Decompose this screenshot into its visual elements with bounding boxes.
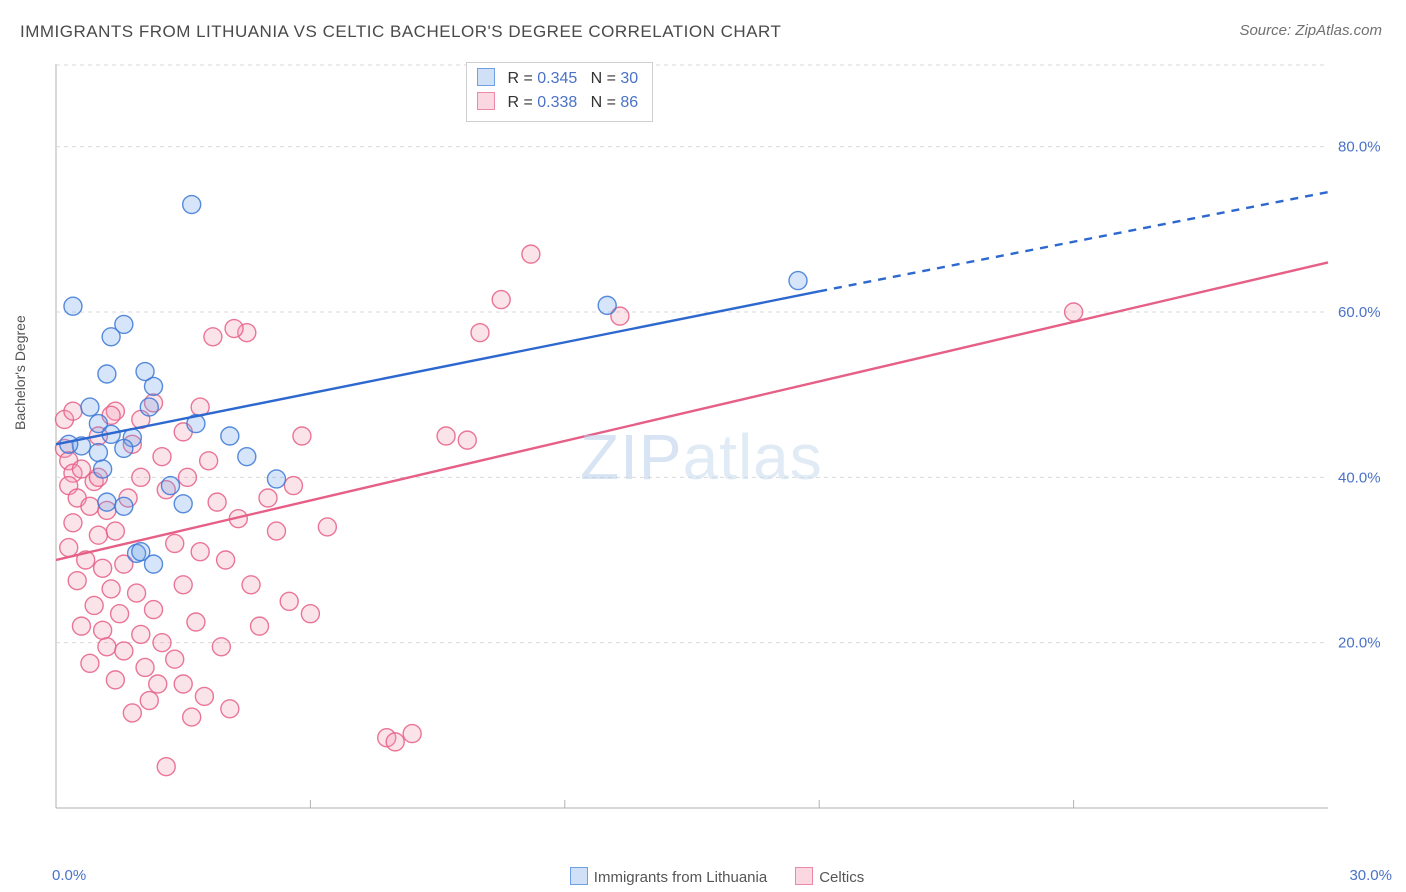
stats-row: R = 0.338 N = 86: [477, 91, 638, 115]
legend-label: Celtics: [819, 869, 864, 886]
y-axis-label: Bachelor's Degree: [12, 315, 28, 430]
chart-container: IMMIGRANTS FROM LITHUANIA VS CELTIC BACH…: [0, 0, 1406, 892]
svg-text:60.0%: 60.0%: [1338, 304, 1381, 321]
stats-row: R = 0.345 N = 30: [477, 67, 638, 91]
chart-title: IMMIGRANTS FROM LITHUANIA VS CELTIC BACH…: [20, 22, 781, 42]
legend-label: Immigrants from Lithuania: [594, 869, 767, 886]
bottom-legend: Immigrants from Lithuania Celtics: [0, 867, 1406, 886]
svg-text:80.0%: 80.0%: [1338, 139, 1381, 156]
legend-swatch: [477, 68, 495, 86]
svg-text:20.0%: 20.0%: [1338, 635, 1381, 652]
svg-text:40.0%: 40.0%: [1338, 469, 1381, 486]
source-attribution: Source: ZipAtlas.com: [1239, 22, 1382, 39]
legend-swatch: [570, 867, 588, 885]
scatter-plot: 20.0% 40.0% 60.0% 80.0%: [52, 58, 1392, 838]
legend-swatch: [795, 867, 813, 885]
legend-swatch: [477, 92, 495, 110]
correlation-stats-box: R = 0.345 N = 30 R = 0.338 N = 86: [466, 62, 653, 122]
